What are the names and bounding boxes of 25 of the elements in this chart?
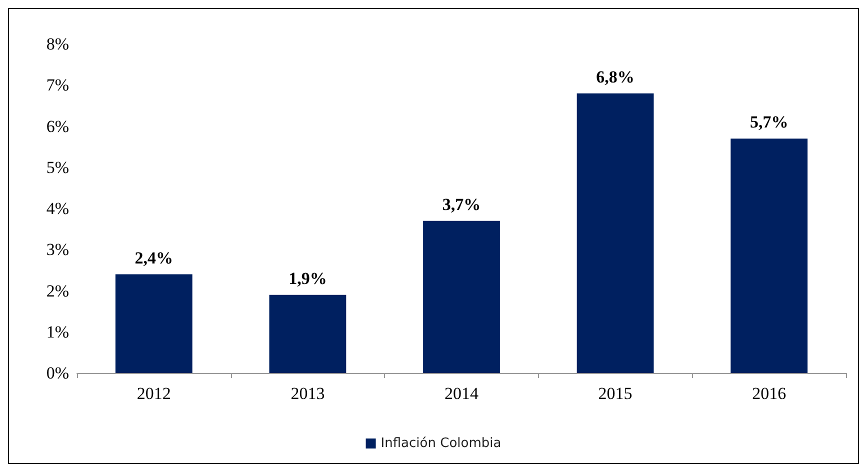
y-tick-label: 6%: [46, 116, 69, 136]
x-tick-label: 2013: [290, 384, 325, 403]
x-tick-label: 2012: [136, 384, 171, 403]
y-tick-label: 0%: [46, 364, 69, 382]
y-tick-label: 2%: [46, 281, 69, 300]
x-tick-label: 2015: [598, 384, 632, 403]
bar: [115, 274, 192, 373]
x-tick-label: 2016: [752, 384, 786, 403]
y-tick-label: 3%: [46, 240, 69, 260]
data-label: 2,4%: [134, 248, 174, 268]
data-label: 1,9%: [288, 268, 327, 288]
bar: [730, 138, 808, 373]
y-tick-label: 7%: [46, 76, 69, 95]
data-label: 6,8%: [596, 67, 634, 86]
y-tick-label: 8%: [46, 34, 69, 54]
data-label: 3,7%: [442, 194, 481, 214]
y-tick-label: 5%: [46, 158, 69, 177]
y-tick-label: 4%: [46, 199, 69, 218]
x-tick-label: 2014: [444, 384, 479, 403]
data-label: 5,7%: [750, 112, 788, 132]
bar: [576, 93, 654, 373]
bar: [423, 220, 500, 373]
bar: [269, 294, 346, 373]
y-tick-label: 1%: [46, 322, 69, 342]
legend-label: Inflación Colombia: [380, 436, 502, 451]
